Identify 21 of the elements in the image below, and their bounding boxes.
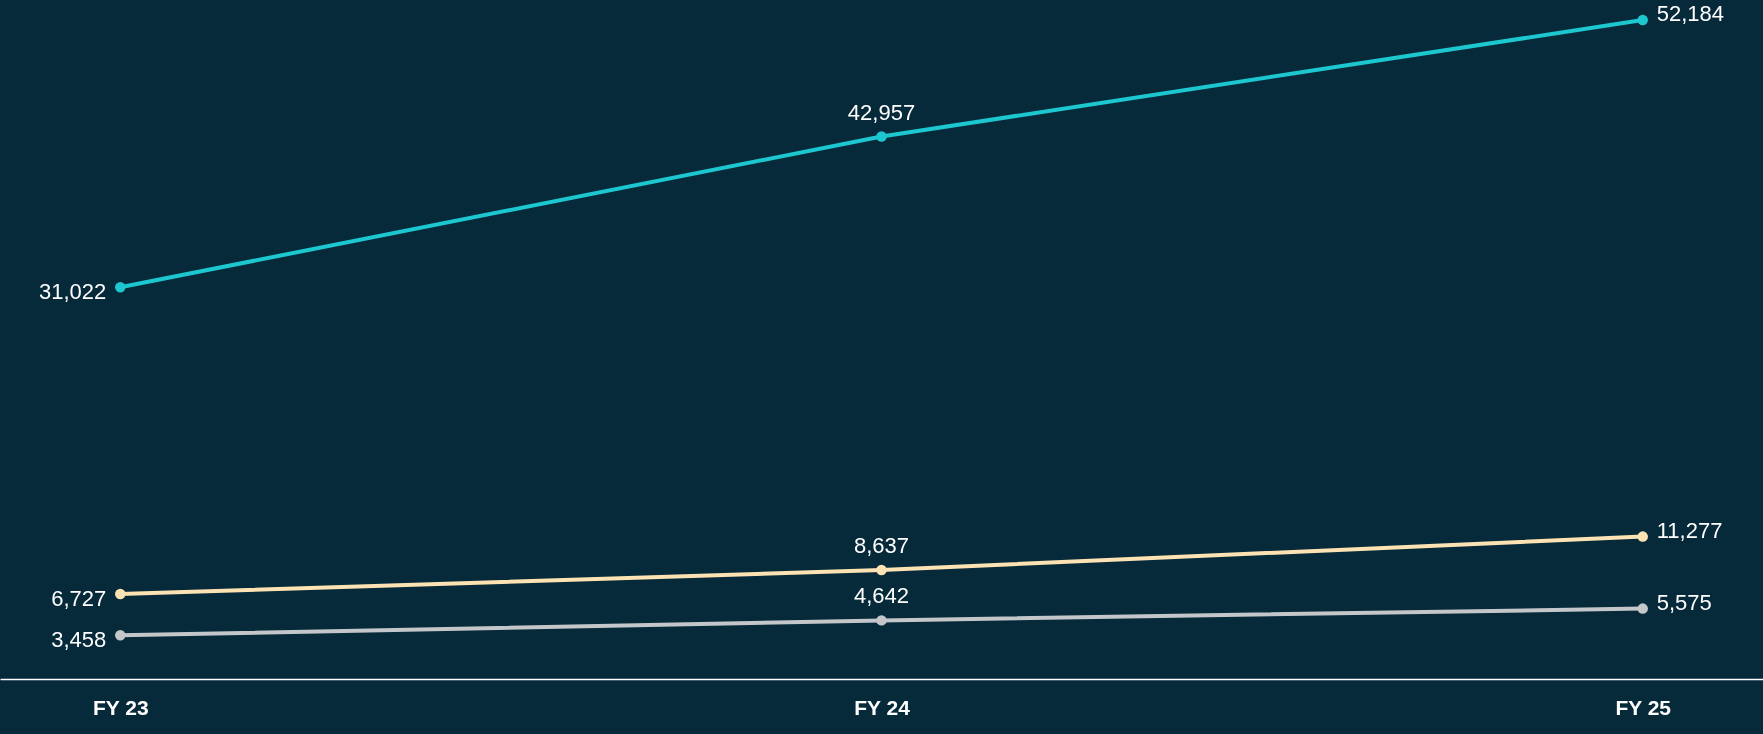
point (115, 588, 126, 600)
point (1637, 531, 1648, 542)
data-label: 4,642 (853, 583, 910, 609)
data-label: 8,637 (853, 532, 910, 558)
x-tick-label: FY 25 (1615, 695, 1672, 719)
point (1637, 14, 1648, 26)
data-label: 11,277 (1656, 517, 1723, 543)
point (876, 564, 887, 576)
data-label: 5,575 (1656, 589, 1712, 615)
point (876, 131, 887, 142)
point (1637, 603, 1648, 614)
x-tick-label: FY 24 (854, 695, 911, 719)
point (115, 282, 126, 293)
data-label: 42,957 (847, 99, 916, 125)
data-label: 3,458 (51, 627, 107, 653)
data-label: 52,184 (1656, 1, 1725, 26)
data-label: 6,727 (51, 586, 107, 612)
x-tick-label: FY 23 (92, 695, 149, 719)
point (876, 615, 887, 626)
data-label: 31,022 (38, 279, 107, 305)
point (115, 630, 126, 641)
